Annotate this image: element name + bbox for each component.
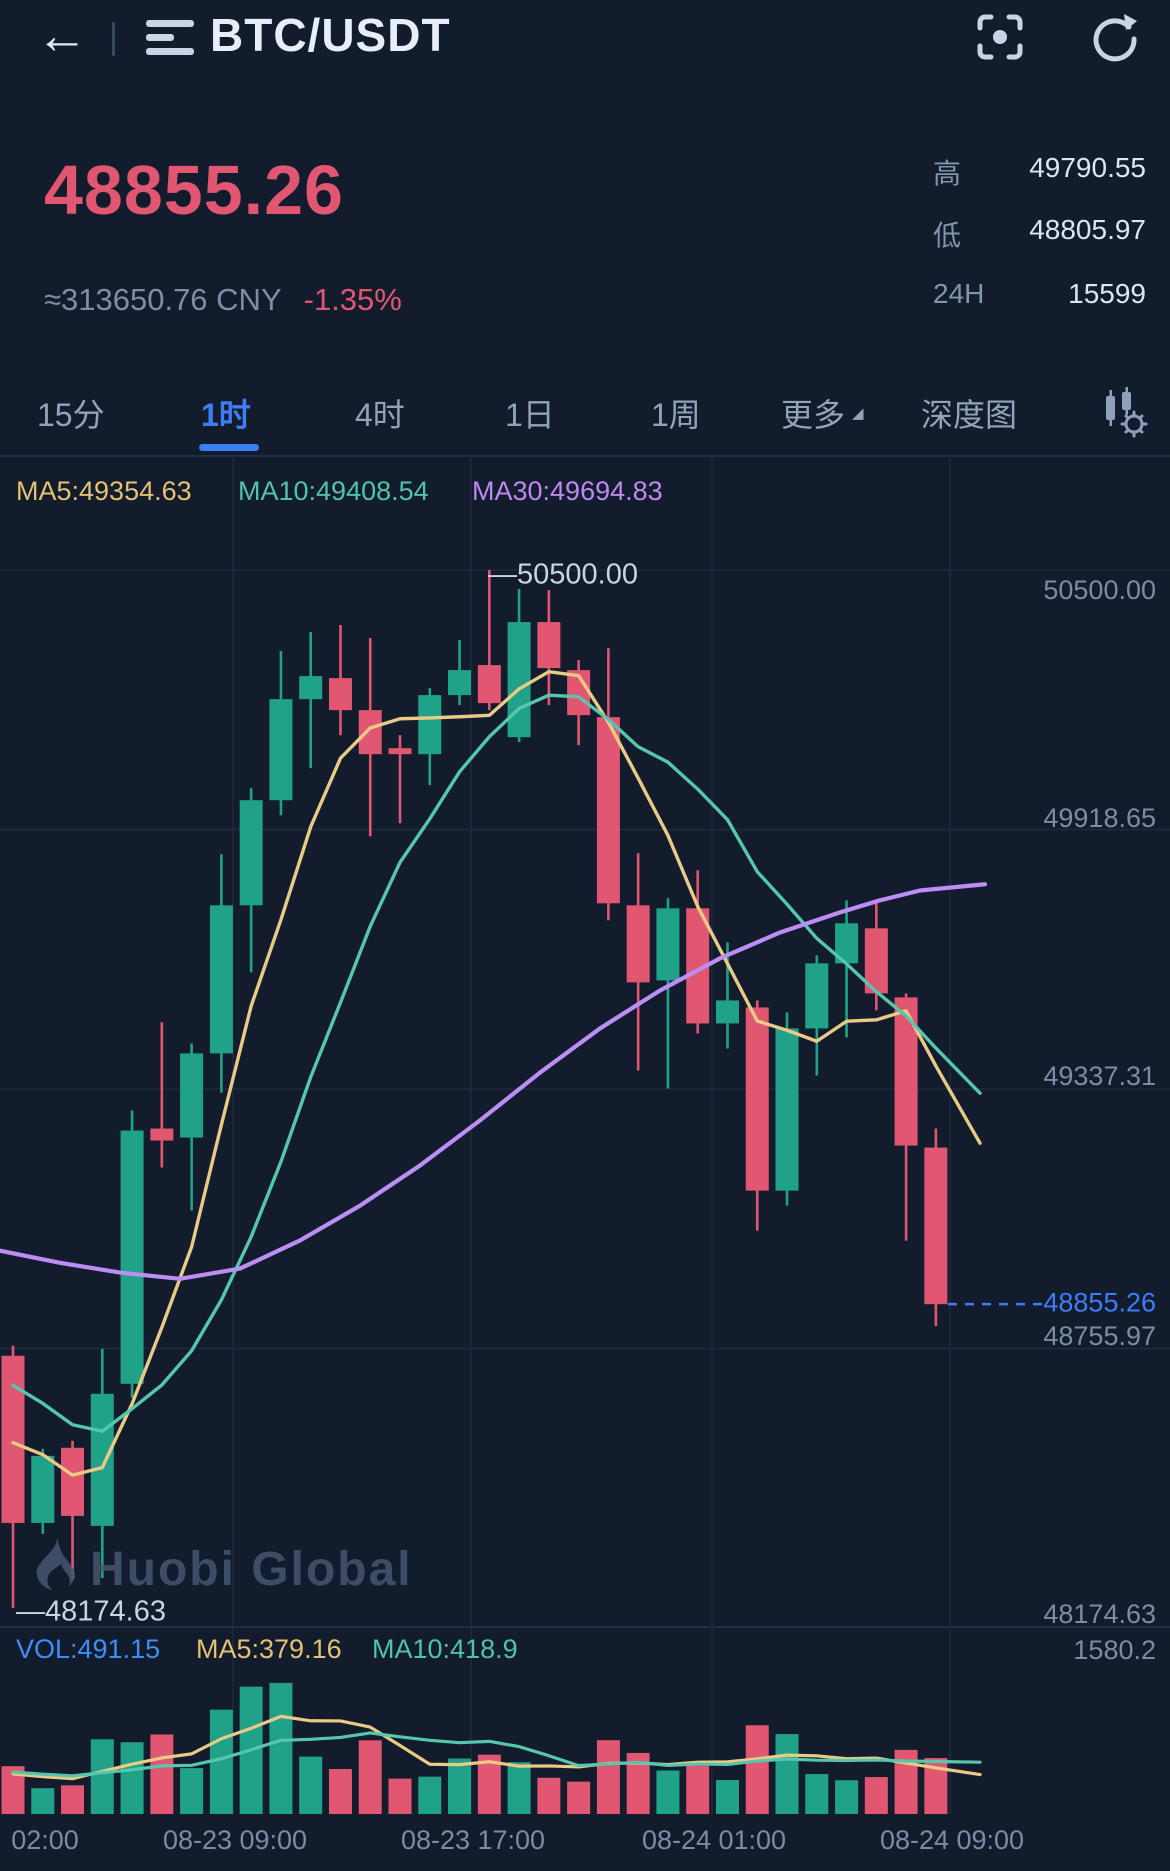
pair-title: BTC/USDT [210, 9, 451, 61]
svg-text:—48174.63: —48174.63 [16, 1596, 166, 1628]
ma30-label: MA30:49694.83 [472, 476, 663, 506]
ma10-label: MA10:49408.54 [238, 476, 429, 506]
svg-text:1580.2: 1580.2 [1073, 1635, 1156, 1665]
fiat-price: ≈313650.76 CNY [44, 282, 282, 317]
tab-4h[interactable]: 4时 [355, 397, 405, 433]
refresh-icon[interactable] [1088, 12, 1138, 62]
vol-label: VOL:491.15 [16, 1634, 161, 1664]
tabs-bottom-border [0, 455, 1170, 457]
chart-settings-icon[interactable] [1096, 384, 1150, 438]
ma5-label: MA5:49354.63 [16, 476, 192, 506]
active-tab-underline [199, 444, 259, 451]
stat-low: 低 48805.97 [933, 214, 1146, 251]
pair-menu-icon[interactable] [146, 20, 196, 56]
svg-text:50500.00: 50500.00 [1043, 575, 1156, 605]
svg-text:48174.63: 48174.63 [1043, 1599, 1156, 1629]
header-divider [112, 22, 115, 56]
last-price: 48855.26 [44, 151, 344, 229]
svg-text:08-24 09:00: 08-24 09:00 [880, 1825, 1024, 1855]
huobi-flame-icon [36, 1538, 76, 1592]
scan-icon[interactable] [975, 12, 1025, 62]
svg-text:48855.26: 48855.26 [1043, 1287, 1156, 1317]
svg-text:08-23 09:00: 08-23 09:00 [163, 1825, 307, 1855]
stat-24h-volume: 24H 15599 [933, 278, 1146, 309]
svg-text:—50500.00: —50500.00 [488, 559, 638, 591]
stat-high: 高 49790.55 [933, 152, 1146, 189]
change-percent: -1.35% [303, 282, 402, 317]
svg-text:08-24 01:00: 08-24 01:00 [642, 1825, 786, 1855]
more-caret-icon: ◢ [852, 405, 864, 422]
fiat-row: ≈313650.76 CNY -1.35% [44, 282, 402, 318]
tab-1w[interactable]: 1周 [651, 397, 701, 433]
tab-depth[interactable]: 深度图 [921, 397, 1018, 433]
back-icon[interactable]: ← [36, 7, 88, 65]
huobi-watermark: Huobi Global [30, 1538, 413, 1600]
svg-text:49337.31: 49337.31 [1043, 1061, 1156, 1091]
svg-text:08-23 17:00: 08-23 17:00 [401, 1825, 545, 1855]
vol-ma10-label: MA10:418.9 [372, 1634, 518, 1664]
svg-text:02:00: 02:00 [11, 1825, 79, 1855]
tab-1h[interactable]: 1时 [201, 397, 251, 433]
svg-text:49918.65: 49918.65 [1043, 803, 1156, 833]
tab-1d[interactable]: 1日 [505, 397, 555, 433]
svg-text:48755.97: 48755.97 [1043, 1321, 1156, 1351]
vol-ma5-label: MA5:379.16 [196, 1634, 342, 1664]
tab-15min[interactable]: 15分 [37, 397, 105, 433]
tab-more[interactable]: 更多 [781, 397, 846, 433]
